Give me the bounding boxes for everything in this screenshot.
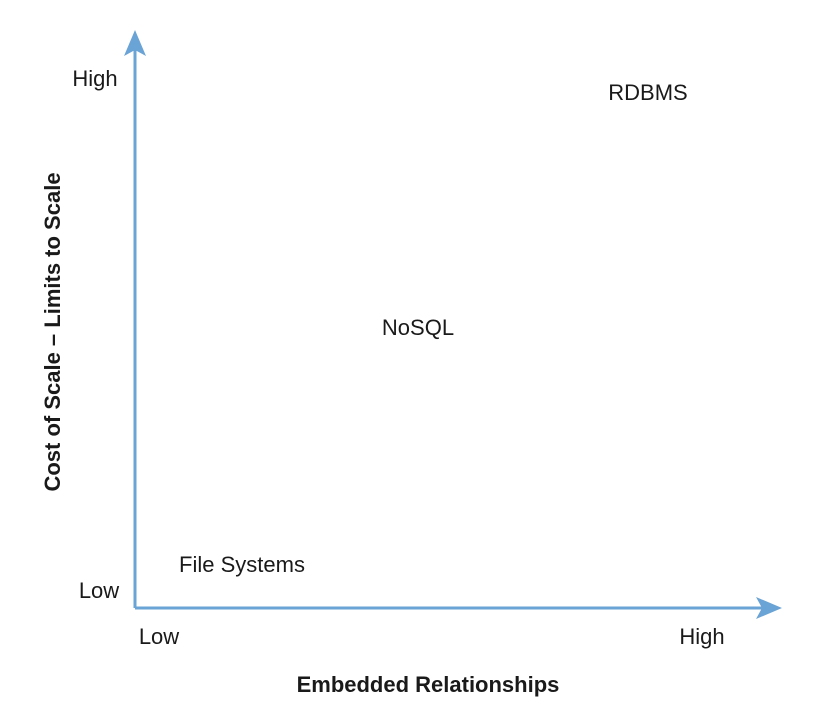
item-file-systems-label: File Systems: [179, 552, 305, 577]
y-axis-arrowhead: [124, 30, 146, 56]
x-axis-high-label: High: [679, 624, 724, 649]
item-rdbms-label: RDBMS: [608, 80, 687, 105]
y-axis-low-label: Low: [79, 578, 119, 603]
item-nosql-label: NoSQL: [382, 315, 454, 340]
x-axis-low-label: Low: [139, 624, 179, 649]
y-axis-high-label: High: [72, 66, 117, 91]
x-axis-arrowhead: [756, 597, 782, 619]
y-axis-title: Cost of Scale – Limits to Scale: [40, 172, 65, 491]
x-axis-title: Embedded Relationships: [297, 672, 560, 697]
